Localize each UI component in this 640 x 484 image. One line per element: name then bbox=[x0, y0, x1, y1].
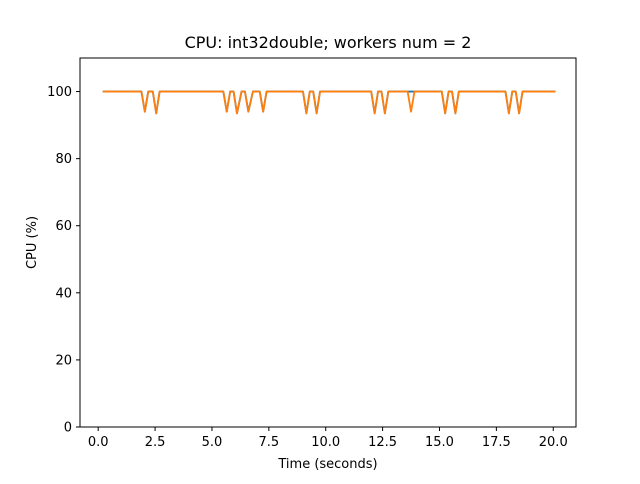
y-tick-label: 20 bbox=[55, 353, 72, 368]
y-tick-label: 0 bbox=[64, 421, 72, 436]
x-tick-label: 7.5 bbox=[259, 435, 280, 450]
x-tick-label: 15.0 bbox=[425, 435, 454, 450]
x-tick-label: 10.0 bbox=[311, 435, 340, 450]
y-tick-label: 100 bbox=[47, 85, 72, 100]
y-axis-label: CPU (%) bbox=[25, 216, 40, 269]
plot-frame bbox=[79, 57, 577, 428]
x-tick-label: 20.0 bbox=[539, 435, 568, 450]
x-tick-label: 17.5 bbox=[482, 435, 511, 450]
series-layer bbox=[102, 90, 556, 115]
y-tick-label: 40 bbox=[55, 286, 72, 301]
chart-title: CPU: int32double; workers num = 2 bbox=[185, 33, 472, 52]
x-tick-label: 2.5 bbox=[145, 435, 166, 450]
y-axis: 0 20 40 60 80 100 bbox=[47, 85, 80, 436]
series-line-2 bbox=[102, 90, 556, 115]
y-tick-label: 60 bbox=[55, 219, 72, 234]
x-tick-label: 12.5 bbox=[368, 435, 397, 450]
x-tick-label: 5.0 bbox=[202, 435, 223, 450]
x-tick-label: 0.0 bbox=[88, 435, 109, 450]
x-axis-label: Time (seconds) bbox=[277, 457, 377, 472]
y-tick-label: 80 bbox=[55, 152, 72, 167]
x-axis: 0.0 2.5 5.0 7.5 10.0 12.5 15.0 17.5 20.0 bbox=[88, 427, 568, 450]
